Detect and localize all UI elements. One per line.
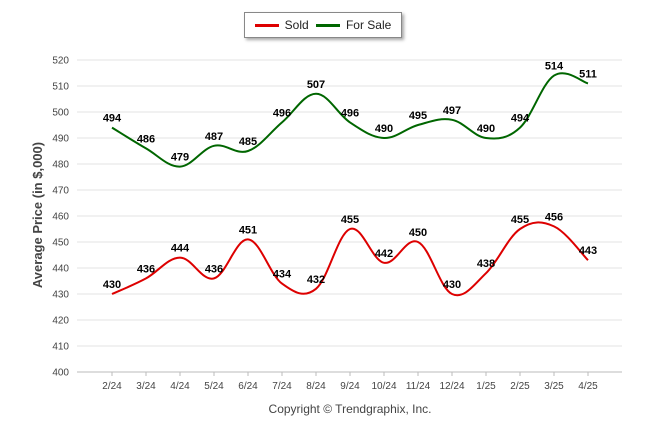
x-tick-label: 6/24	[238, 381, 258, 392]
y-tick-label: 450	[52, 238, 69, 249]
data-label-sold: 430	[443, 279, 461, 291]
data-label-sold: 456	[545, 211, 563, 223]
data-label-sold: 451	[239, 224, 257, 236]
x-tick-label: 4/25	[578, 381, 598, 392]
x-tick-label: 2/24	[102, 381, 122, 392]
y-tick-label: 470	[52, 186, 69, 197]
x-tick-label: 5/24	[204, 381, 224, 392]
y-tick-label: 500	[52, 108, 69, 119]
legend-label-for-sale: For Sale	[345, 18, 392, 32]
legend-swatch-sold	[254, 23, 279, 27]
legend-swatch-for-sale	[315, 23, 340, 27]
data-label-for-sale: 490	[375, 123, 393, 135]
data-label-for-sale: 479	[171, 152, 189, 164]
y-tick-label: 420	[52, 316, 69, 327]
y-tick-label: 440	[52, 264, 69, 275]
data-label-for-sale: 486	[137, 133, 155, 145]
data-label-for-sale: 507	[307, 79, 325, 91]
y-tick-label: 480	[52, 160, 69, 171]
copyright-text: Copyright © Trendgraphix, Inc.	[269, 402, 432, 416]
y-axis-label: Average Price (in $,000)	[30, 142, 45, 288]
data-label-for-sale: 496	[273, 107, 291, 119]
x-tick-label: 10/24	[371, 381, 396, 392]
data-label-for-sale: 511	[579, 68, 597, 80]
x-axis-ticks: 2/24 3/24 4/24 5/24 6/24 7/24 8/24 9/24 10/24 11/…	[102, 372, 598, 392]
y-tick-label: 410	[52, 342, 69, 353]
legend-label-sold: Sold	[284, 18, 309, 32]
y-tick-label: 430	[52, 290, 69, 301]
y-tick-label: 460	[52, 212, 69, 223]
data-label-sold: 436	[137, 263, 155, 275]
legend-entry-for-sale[interactable]: For Sale	[315, 18, 392, 32]
y-tick-label: 510	[52, 82, 69, 93]
x-tick-label: 12/24	[439, 381, 464, 392]
series-line-sold	[111, 221, 589, 297]
data-label-sold: 438	[477, 258, 495, 270]
series-line-for-sale	[111, 72, 589, 168]
y-axis-ticks: 400 410 420 430 440 450 460 470 480 490 500 510 520	[52, 56, 69, 379]
legend: Sold For Sale	[244, 12, 402, 38]
x-tick-label: 9/24	[340, 381, 360, 392]
data-label-for-sale: 496	[341, 107, 359, 119]
x-tick-label: 3/24	[136, 381, 156, 392]
legend-entry-sold[interactable]: Sold	[254, 18, 309, 32]
data-label-for-sale: 485	[239, 136, 257, 148]
x-tick-label: 1/25	[476, 381, 496, 392]
series-lines	[111, 72, 589, 297]
x-tick-label: 2/25	[510, 381, 530, 392]
data-label-for-sale: 495	[409, 110, 427, 122]
y-tick-label: 490	[52, 134, 69, 145]
x-tick-label: 4/24	[170, 381, 190, 392]
data-label-for-sale: 487	[205, 131, 223, 143]
x-tick-label: 7/24	[272, 381, 292, 392]
data-label-sold: 430	[103, 279, 121, 291]
data-label-for-sale: 514	[545, 61, 564, 73]
data-label-for-sale: 497	[443, 105, 461, 117]
data-label-sold: 432	[307, 274, 325, 286]
data-label-for-sale: 490	[477, 123, 495, 135]
data-label-for-sale: 494	[511, 113, 530, 125]
data-label-sold: 444	[171, 243, 190, 255]
data-label-for-sale: 494	[103, 113, 122, 125]
data-label-sold: 455	[511, 214, 529, 226]
data-label-sold: 443	[579, 245, 597, 257]
x-tick-label: 11/24	[406, 381, 431, 392]
data-label-sold: 450	[409, 227, 427, 239]
data-label-sold: 436	[205, 263, 223, 275]
y-tick-label: 400	[52, 368, 69, 379]
data-label-sold: 434	[273, 269, 292, 281]
data-labels: 430 436 444 436 451 434 432 455 442 450 430 438 455 4…	[103, 61, 597, 291]
data-label-sold: 442	[375, 248, 393, 260]
x-tick-label: 8/24	[306, 381, 326, 392]
data-label-sold: 455	[341, 214, 359, 226]
y-tick-label: 520	[52, 56, 69, 67]
x-tick-label: 3/25	[544, 381, 564, 392]
